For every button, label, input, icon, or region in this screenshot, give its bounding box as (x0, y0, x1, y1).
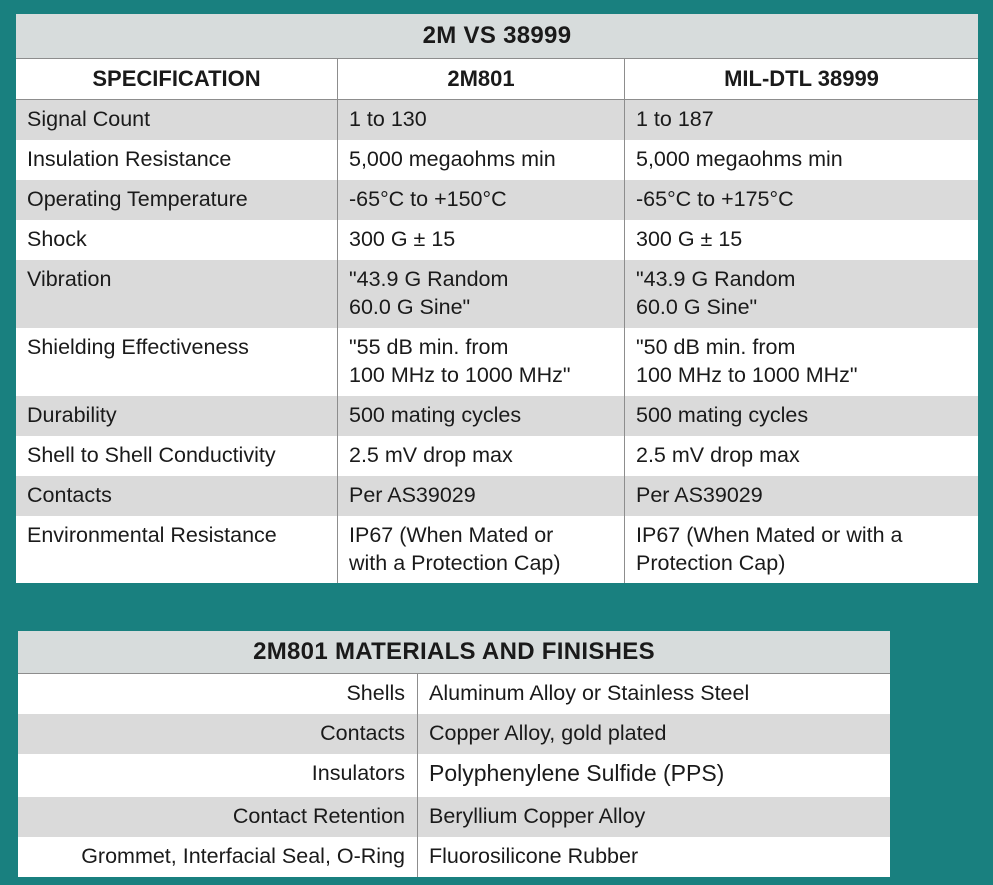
header-specification: SPECIFICATION (92, 66, 261, 91)
spec-name: Shell to Shell Conductivity (27, 443, 276, 467)
table-row: Contact Retention Beryllium Copper Alloy (18, 797, 890, 837)
spec-2m801: IP67 (When Mated or with a Protection Ca… (337, 516, 624, 583)
spec-38999: Per AS39029 (624, 476, 978, 516)
spec-38999: 5,000 megaohms min (624, 140, 978, 180)
spec-38999: IP67 (When Mated or with a Protection Ca… (624, 516, 978, 583)
spec-name: Environmental Resistance (27, 523, 277, 547)
spec-38999: 300 G ± 15 (624, 220, 978, 260)
spec-2m801: 2.5 mV drop max (337, 436, 624, 476)
spec-name: Operating Temperature (27, 187, 248, 211)
spec-name: Signal Count (27, 107, 151, 131)
table-row: Insulation Resistance 5,000 megaohms min… (16, 140, 978, 180)
spec-name: Contacts (27, 483, 112, 507)
spec-name: Durability (27, 403, 117, 427)
material-value: Copper Alloy, gold plated (417, 714, 890, 754)
component-name: Grommet, Interfacial Seal, O-Ring (81, 844, 405, 868)
table-row: Environmental Resistance IP67 (When Mate… (16, 516, 978, 583)
spec-38999: -65°C to +175°C (624, 180, 978, 220)
table-row: Durability 500 mating cycles 500 mating … (16, 396, 978, 436)
spec-2m801: "55 dB min. from 100 MHz to 1000 MHz" (337, 328, 624, 396)
spec-name: Insulation Resistance (27, 147, 232, 171)
spec-38999: 500 mating cycles (624, 396, 978, 436)
spec-38999: "50 dB min. from 100 MHz to 1000 MHz" (624, 328, 978, 396)
spec-38999: 2.5 mV drop max (624, 436, 978, 476)
material-value: Polyphenylene Sulfide (PPS) (417, 754, 890, 797)
materials-table: 2M801 MATERIALS AND FINISHES Shells Alum… (18, 631, 890, 877)
spec-name: Shock (27, 227, 87, 251)
component-name: Contact Retention (232, 804, 405, 828)
table-row: Shells Aluminum Alloy or Stainless Steel (18, 673, 890, 714)
materials-title: 2M801 MATERIALS AND FINISHES (18, 631, 890, 673)
spec-2m801: 500 mating cycles (337, 396, 624, 436)
table-row: Shock 300 G ± 15 300 G ± 15 (16, 220, 978, 260)
spec-name: Shielding Effectiveness (27, 335, 249, 359)
table-row: Contacts Copper Alloy, gold plated (18, 714, 890, 754)
spec-2m801: 300 G ± 15 (337, 220, 624, 260)
header-mil-dtl-38999: MIL-DTL 38999 (624, 59, 978, 99)
spec-2m801: "43.9 G Random 60.0 G Sine" (337, 260, 624, 328)
table-row: Insulators Polyphenylene Sulfide (PPS) (18, 754, 890, 797)
component-name: Shells (346, 681, 405, 705)
table-row: Grommet, Interfacial Seal, O-Ring Fluoro… (18, 837, 890, 877)
component-name: Insulators (311, 761, 405, 785)
table-row: Operating Temperature -65°C to +150°C -6… (16, 180, 978, 220)
spec-2m801: 1 to 130 (337, 100, 624, 140)
spec-name: Vibration (27, 267, 112, 291)
spec-38999: 1 to 187 (624, 100, 978, 140)
table-row: Shielding Effectiveness "55 dB min. from… (16, 328, 978, 396)
spec-2m801: Per AS39029 (337, 476, 624, 516)
material-value: Fluorosilicone Rubber (417, 837, 890, 877)
spec-2m801: 5,000 megaohms min (337, 140, 624, 180)
comparison-title: 2M VS 38999 (16, 14, 978, 58)
header-2m801: 2M801 (337, 59, 624, 99)
material-value: Beryllium Copper Alloy (417, 797, 890, 837)
table-row: Signal Count 1 to 130 1 to 187 (16, 100, 978, 140)
table-row: Vibration "43.9 G Random 60.0 G Sine" "4… (16, 260, 978, 328)
spec-38999: "43.9 G Random 60.0 G Sine" (624, 260, 978, 328)
comparison-header-row: SPECIFICATION 2M801 MIL-DTL 38999 (16, 58, 978, 100)
table-row: Shell to Shell Conductivity 2.5 mV drop … (16, 436, 978, 476)
comparison-table: 2M VS 38999 SPECIFICATION 2M801 MIL-DTL … (16, 14, 978, 583)
component-name: Contacts (320, 721, 405, 745)
material-value: Aluminum Alloy or Stainless Steel (417, 674, 890, 714)
spec-2m801: -65°C to +150°C (337, 180, 624, 220)
table-row: Contacts Per AS39029 Per AS39029 (16, 476, 978, 516)
